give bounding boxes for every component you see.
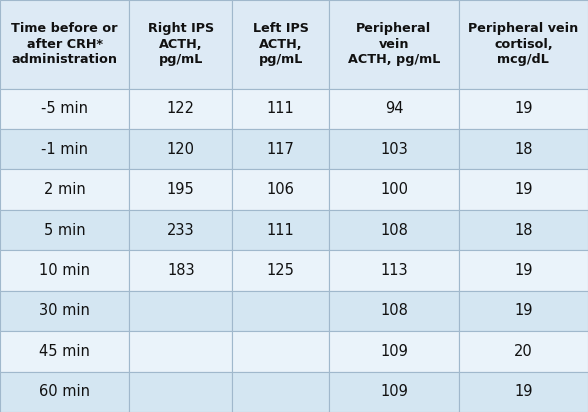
- Bar: [459, 169, 588, 210]
- Text: 19: 19: [514, 384, 533, 399]
- Text: 103: 103: [380, 142, 408, 157]
- Text: 45 min: 45 min: [39, 344, 90, 359]
- Text: 19: 19: [514, 182, 533, 197]
- Bar: [232, 89, 329, 129]
- Text: 233: 233: [167, 222, 195, 238]
- Bar: [0, 89, 129, 129]
- Text: 19: 19: [514, 303, 533, 318]
- Text: 10 min: 10 min: [39, 263, 90, 278]
- Bar: [232, 210, 329, 250]
- Text: 109: 109: [380, 384, 408, 399]
- Text: 100: 100: [380, 182, 408, 197]
- Bar: [129, 291, 232, 331]
- Text: 120: 120: [167, 142, 195, 157]
- Bar: [232, 331, 329, 372]
- Bar: [459, 372, 588, 412]
- Bar: [0, 250, 129, 291]
- Text: 30 min: 30 min: [39, 303, 90, 318]
- Text: 111: 111: [267, 101, 295, 116]
- Bar: [0, 129, 129, 169]
- Bar: [329, 210, 459, 250]
- Bar: [129, 372, 232, 412]
- Bar: [459, 129, 588, 169]
- Text: 106: 106: [267, 182, 295, 197]
- Text: 2 min: 2 min: [44, 182, 86, 197]
- Bar: [459, 0, 588, 89]
- Text: 18: 18: [514, 222, 533, 238]
- Text: Time before or
after CRH*
administration: Time before or after CRH* administration: [11, 22, 118, 66]
- Text: 20: 20: [514, 344, 533, 359]
- Bar: [329, 372, 459, 412]
- Text: 18: 18: [514, 142, 533, 157]
- Bar: [329, 331, 459, 372]
- Bar: [232, 372, 329, 412]
- Text: Peripheral
vein
ACTH, pg/mL: Peripheral vein ACTH, pg/mL: [348, 22, 440, 66]
- Bar: [129, 129, 232, 169]
- Text: Left IPS
ACTH,
pg/mL: Left IPS ACTH, pg/mL: [253, 22, 309, 66]
- Bar: [129, 89, 232, 129]
- Text: 5 min: 5 min: [44, 222, 85, 238]
- Bar: [329, 291, 459, 331]
- Bar: [232, 0, 329, 89]
- Bar: [329, 169, 459, 210]
- Bar: [0, 331, 129, 372]
- Bar: [0, 210, 129, 250]
- Text: 60 min: 60 min: [39, 384, 90, 399]
- Text: 19: 19: [514, 263, 533, 278]
- Text: -5 min: -5 min: [41, 101, 88, 116]
- Text: Right IPS
ACTH,
pg/mL: Right IPS ACTH, pg/mL: [148, 22, 214, 66]
- Bar: [129, 0, 232, 89]
- Text: 125: 125: [267, 263, 295, 278]
- Bar: [459, 291, 588, 331]
- Bar: [129, 210, 232, 250]
- Text: -1 min: -1 min: [41, 142, 88, 157]
- Text: 94: 94: [385, 101, 403, 116]
- Bar: [329, 89, 459, 129]
- Text: 111: 111: [267, 222, 295, 238]
- Bar: [232, 291, 329, 331]
- Bar: [329, 250, 459, 291]
- Bar: [329, 129, 459, 169]
- Text: 108: 108: [380, 222, 408, 238]
- Bar: [0, 0, 129, 89]
- Bar: [0, 372, 129, 412]
- Bar: [459, 89, 588, 129]
- Text: 19: 19: [514, 101, 533, 116]
- Bar: [232, 129, 329, 169]
- Bar: [129, 169, 232, 210]
- Bar: [459, 210, 588, 250]
- Bar: [129, 331, 232, 372]
- Text: 109: 109: [380, 344, 408, 359]
- Text: 108: 108: [380, 303, 408, 318]
- Text: 195: 195: [167, 182, 195, 197]
- Bar: [129, 250, 232, 291]
- Text: 183: 183: [167, 263, 195, 278]
- Bar: [0, 169, 129, 210]
- Bar: [232, 250, 329, 291]
- Bar: [459, 250, 588, 291]
- Bar: [459, 331, 588, 372]
- Text: 113: 113: [380, 263, 407, 278]
- Text: 117: 117: [267, 142, 295, 157]
- Bar: [0, 291, 129, 331]
- Bar: [232, 169, 329, 210]
- Text: Peripheral vein
cortisol,
mcg/dL: Peripheral vein cortisol, mcg/dL: [468, 22, 579, 66]
- Bar: [329, 0, 459, 89]
- Text: 122: 122: [167, 101, 195, 116]
